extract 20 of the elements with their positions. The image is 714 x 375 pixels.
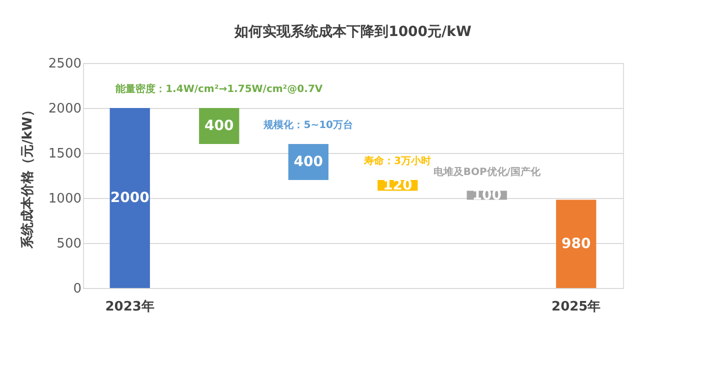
bar bbox=[110, 108, 150, 288]
data-label: 980 bbox=[562, 236, 592, 252]
data-label: 400 bbox=[204, 118, 234, 134]
y-tick-label: 1000 bbox=[48, 192, 82, 206]
y-tick-label: 2500 bbox=[48, 56, 82, 72]
annotation: 规模化：5~10万台 bbox=[262, 119, 354, 131]
y-tick-label: 0 bbox=[73, 282, 82, 296]
chart-title: 如何实现系统成本下降到1000元/kW bbox=[234, 23, 472, 40]
y-axis-title: 系统成本价格（元/kW） bbox=[19, 104, 36, 250]
y-tick-label: 1500 bbox=[48, 146, 82, 162]
x-tick-label: 2025年 bbox=[552, 300, 601, 314]
data-label: 2000 bbox=[110, 190, 150, 206]
bar bbox=[556, 200, 596, 288]
annotation: 寿命：3万小时 bbox=[363, 155, 432, 167]
x-tick-label: 2023年 bbox=[105, 300, 154, 314]
annotation: 电堆及BOP优化/国产化 bbox=[433, 166, 542, 178]
annotation: 能量密度：1.4W/cm²→1.75W/cm²@0.7V bbox=[116, 83, 323, 95]
y-tick-label: 2000 bbox=[48, 102, 82, 116]
y-tick-label: 500 bbox=[56, 236, 82, 252]
data-label: 400 bbox=[294, 154, 324, 170]
